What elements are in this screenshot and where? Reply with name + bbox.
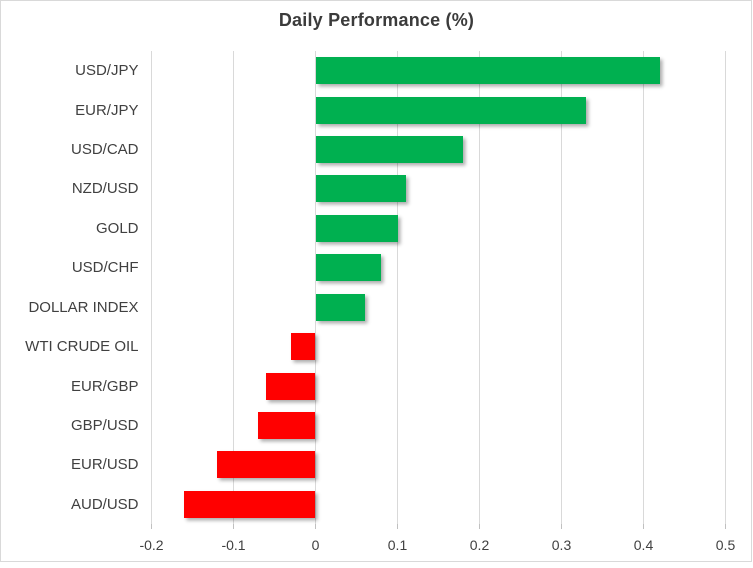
bar-aud-usd <box>184 490 316 518</box>
x-axis-tick <box>643 524 644 529</box>
bar-usd-chf <box>315 254 382 282</box>
bar-gbp-usd <box>258 411 316 439</box>
bar-eur-gbp <box>266 372 316 400</box>
bar-dollar-index <box>315 293 365 321</box>
category-label: AUD/USD <box>70 495 139 513</box>
x-axis-label: -0.1 <box>221 537 246 553</box>
category-label: USD/CHF <box>71 259 139 277</box>
bar-usd-jpy <box>315 57 660 85</box>
bar-eur-jpy <box>315 96 587 124</box>
gridline <box>151 51 152 524</box>
bar-usd-cad <box>315 136 464 164</box>
category-label: EUR/JPY <box>75 101 139 119</box>
gridline <box>315 51 316 524</box>
chart-title: Daily Performance (%) <box>278 10 475 30</box>
x-axis-label: 0.5 <box>715 537 736 553</box>
x-axis-label: 0.2 <box>469 537 490 553</box>
x-axis-tick <box>561 524 562 529</box>
category-label: USD/JPY <box>75 62 139 80</box>
x-axis-label: -0.2 <box>139 537 164 553</box>
gridline <box>479 51 480 524</box>
category-label: GBP/USD <box>70 416 139 434</box>
gridline <box>397 51 398 524</box>
category-label: EUR/GBP <box>70 377 139 395</box>
x-axis-label: 0.4 <box>633 537 654 553</box>
x-axis-label: 0 <box>311 537 320 553</box>
x-axis-label: 0.1 <box>387 537 408 553</box>
bar-wti-crude-oil <box>290 333 316 361</box>
x-axis-tick <box>479 524 480 529</box>
x-axis-tick <box>315 524 316 529</box>
category-label: GOLD <box>95 219 139 237</box>
x-axis-tick <box>233 524 234 529</box>
bar-nzd-usd <box>315 175 406 203</box>
category-label: WTI CRUDE OIL <box>25 338 139 356</box>
gridline <box>233 51 234 524</box>
gridline <box>643 51 644 524</box>
x-axis-tick <box>725 524 726 529</box>
bar-gold <box>315 214 398 242</box>
category-label: EUR/USD <box>70 456 139 474</box>
category-label: NZD/USD <box>71 180 139 198</box>
gridline <box>561 51 562 524</box>
bar-eur-usd <box>217 451 316 479</box>
x-axis-tick <box>397 524 398 529</box>
x-axis-label: 0.3 <box>551 537 572 553</box>
x-axis-tick <box>151 524 152 529</box>
category-label: DOLLAR INDEX <box>28 298 139 316</box>
gridline <box>725 51 726 524</box>
category-label: USD/CAD <box>70 141 139 159</box>
